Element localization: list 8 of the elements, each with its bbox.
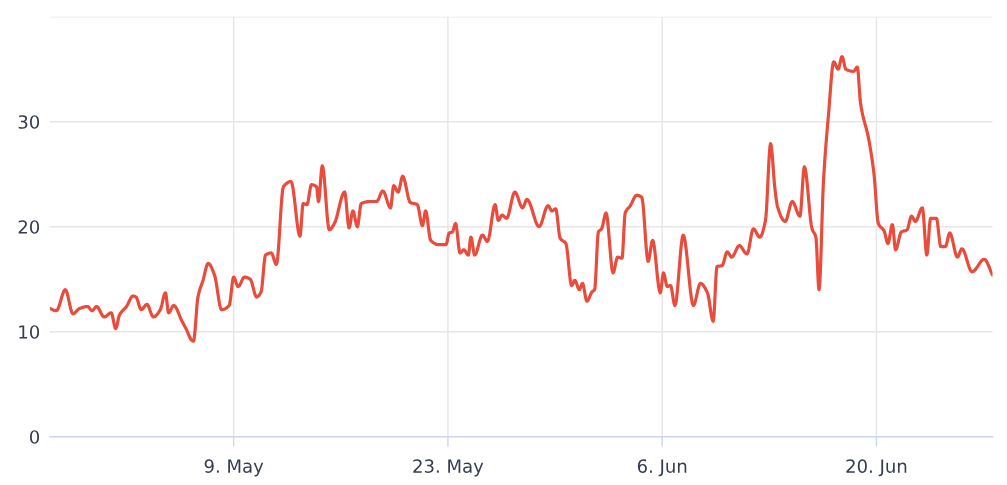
x-tick-label: 9. May (204, 459, 264, 477)
x-tick-label: 20. Jun (846, 459, 907, 477)
x-tick-label: 6. Jun (637, 459, 687, 477)
y-tick-label: 20 (18, 220, 40, 234)
y-tick-label: 0 (29, 430, 40, 444)
x-tick-label: 23. May (413, 459, 484, 477)
y-tick-label: 30 (18, 115, 40, 129)
y-tick-label: 10 (19, 325, 40, 339)
